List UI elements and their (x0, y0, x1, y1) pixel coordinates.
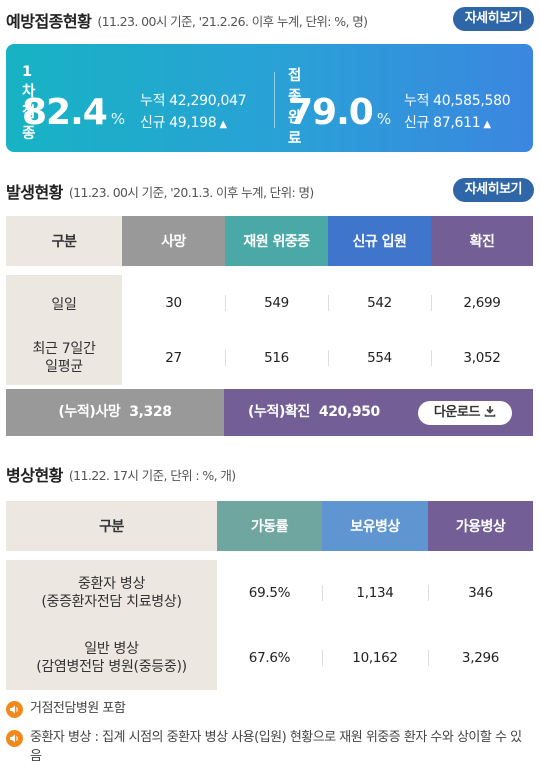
outbreak-cell: 542 (328, 275, 431, 331)
beds-cell: 1,134 (322, 560, 428, 625)
note-text: 거점전담병원 포함 (30, 701, 126, 716)
first-dose-rate: 82.4% (22, 92, 125, 133)
outbreak-more-button[interactable]: 자세히보기 (452, 178, 534, 202)
beds-cell: 67.6% (248, 649, 291, 666)
beds-cell: 10,162 (322, 625, 428, 690)
outbreak-table: 구분 사망 재원 위중증 신규 입원 확진 일일 30 549 542 2,69… (6, 216, 533, 385)
note-item: 중환자 병상 : 집계 시점의 중환자 병상 사용(입원) 현황으로 재원 위중… (6, 728, 528, 766)
outbreak-header: 발생현황 (11.23. 00시 기준, '20.1.3. 이후 누계, 단위:… (6, 178, 534, 204)
table-row: 중환자 병상 (중증환자전담 치료병상) 69.5% 1,134 346 (6, 560, 533, 625)
complete-cumulative: 누적 40,585,580 (404, 93, 511, 109)
outbreak-total-bar: (누적)사망 3,328 (누적)확진 420,950 다운로드 (6, 389, 533, 436)
beds-cell: 3,296 (428, 625, 533, 690)
beds-table: 구분 가동률 보유병상 가용병상 중환자 병상 (중증환자전담 치료병상) 69… (6, 501, 533, 690)
outbreak-cell: 27 (165, 350, 182, 366)
beds-cell: 346 (428, 560, 533, 625)
up-triangle-icon: ▲ (219, 119, 227, 130)
beds-row-label: 중환자 병상 (중증환자전담 치료병상) (6, 560, 217, 625)
outbreak-title: 발생현황 (6, 183, 63, 202)
first-dose-new: 신규 49,198 ▲ (140, 115, 227, 131)
beds-col-owned: 보유병상 (322, 501, 428, 551)
total-confirmed: (누적)확진 420,950 다운로드 (224, 389, 533, 436)
outbreak-cell: 3,052 (431, 331, 533, 385)
outbreak-row-label: 최근 7일간 일평균 (6, 331, 122, 385)
outbreak-row-label: 일일 (6, 275, 122, 331)
outbreak-cell: 554 (328, 331, 431, 385)
beds-col-available: 가용병상 (428, 501, 533, 551)
outbreak-subtitle: (11.23. 00시 기준, '20.1.3. 이후 누계, 단위: 명) (68, 184, 314, 200)
vaccination-card: 1차접종 82.4% 누적 42,290,047 신규 49,198 ▲ 접종완료 7… (6, 44, 533, 152)
vaccination-subtitle: (11.23. 00시 기준, '21.2.26. 이후 누계, 단위: %, … (97, 13, 368, 29)
outbreak-col-admission: 신규 입원 (328, 216, 431, 266)
speaker-icon (6, 730, 23, 747)
total-death: (누적)사망 3,328 (6, 389, 224, 436)
vaccination-header: 예방접종현황 (11.23. 00시 기준, '21.2.26. 이후 누계, … (6, 7, 534, 33)
complete-rate: 79.0% (288, 92, 391, 133)
beds-col-utilization: 가동률 (217, 501, 322, 551)
outbreak-col-category: 구분 (6, 216, 122, 266)
table-row: 일반 병상 (감염병전담 병원(중등중)) 67.6% 10,162 3,296 (6, 625, 533, 690)
beds-title: 병상현황 (6, 466, 63, 485)
beds-row-label: 일반 병상 (감염병전담 병원(중등중)) (6, 625, 217, 690)
download-icon (484, 406, 496, 417)
beds-col-category: 구분 (6, 501, 217, 551)
table-row: 일일 30 549 542 2,699 (6, 275, 533, 331)
outbreak-col-confirmed: 확진 (431, 216, 533, 266)
first-dose-counts: 누적 42,290,047 신규 49,198 ▲ (140, 90, 247, 136)
outbreak-col-severe: 재원 위중증 (225, 216, 328, 266)
outbreak-cell: 2,699 (431, 275, 533, 331)
outbreak-cell: 30 (165, 295, 182, 311)
speaker-icon (6, 701, 23, 718)
first-dose-label: 1차접종 (22, 64, 35, 142)
note-text: 중환자 병상 : 집계 시점의 중환자 병상 사용(입원) 현황으로 재원 위중… (30, 730, 522, 764)
outbreak-cell: 549 (225, 275, 328, 331)
outbreak-header-row: 구분 사망 재원 위중증 신규 입원 확진 (6, 216, 533, 266)
complete-new: 신규 87,611 ▲ (404, 115, 491, 131)
first-dose-cumulative: 누적 42,290,047 (140, 93, 247, 109)
vaccination-divider (274, 72, 275, 128)
note-item: 거점전담병원 포함 (6, 699, 528, 718)
outbreak-cell: 516 (225, 331, 328, 385)
complete-counts: 누적 40,585,580 신규 87,611 ▲ (404, 90, 511, 136)
vaccination-title: 예방접종현황 (6, 12, 92, 31)
complete-label: 접종완료 (288, 68, 301, 147)
vaccination-more-button[interactable]: 자세히보기 (452, 7, 534, 31)
download-button[interactable]: 다운로드 (418, 401, 512, 425)
beds-subtitle: (11.22. 17시 기준, 단위 : %, 개) (68, 467, 236, 483)
up-triangle-icon: ▲ (483, 119, 491, 130)
beds-cell: 69.5% (248, 584, 291, 601)
beds-header: 병상현황 (11.22. 17시 기준, 단위 : %, 개) (6, 461, 534, 487)
outbreak-col-death: 사망 (122, 216, 225, 266)
table-row: 최근 7일간 일평균 27 516 554 3,052 (6, 331, 533, 385)
beds-header-row: 구분 가동률 보유병상 가용병상 (6, 501, 533, 551)
